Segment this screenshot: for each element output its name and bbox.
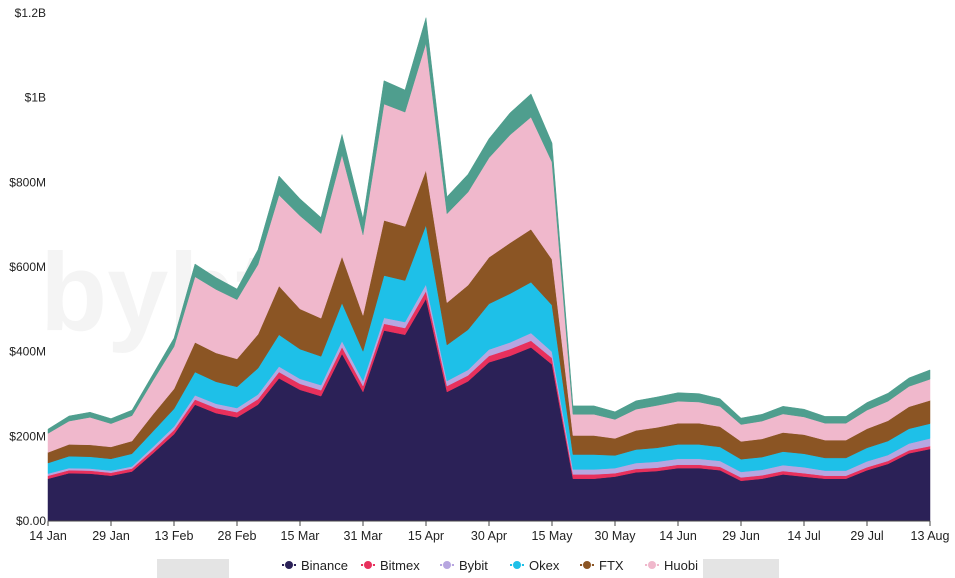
legend: Binance Bitmex Bybit Okex FTX Huobi xyxy=(0,555,955,575)
legend-label: Okex xyxy=(529,557,560,573)
x-tick-label: 14 Jun xyxy=(659,529,697,543)
y-tick-label: $0.00 xyxy=(16,514,46,528)
y-tick-label: $1B xyxy=(25,91,46,105)
x-tick-label: 30 May xyxy=(595,529,637,543)
x-tick-label: 28 Feb xyxy=(218,529,257,543)
x-tick-label: 30 Apr xyxy=(471,529,507,543)
legend-marker-icon xyxy=(645,561,659,569)
legend-marker-icon xyxy=(361,561,375,569)
x-tick-label: 29 Jul xyxy=(850,529,883,543)
legend-item-huobi[interactable]: Huobi xyxy=(645,555,698,575)
legend-label: Bitmex xyxy=(380,557,420,573)
x-tick-label: 13 Aug xyxy=(911,529,950,543)
x-tick-label: 13 Feb xyxy=(155,529,194,543)
y-tick-label: $200M xyxy=(9,429,46,443)
legend-marker-icon xyxy=(580,561,594,569)
legend-item-okex[interactable]: Okex xyxy=(510,555,559,575)
legend-item-bitmex[interactable]: Bitmex xyxy=(361,555,420,575)
legend-marker-icon xyxy=(510,561,524,569)
y-tick-label: $600M xyxy=(9,260,46,274)
legend-item-bybit[interactable]: Bybit xyxy=(440,555,488,575)
legend-item-ftx[interactable]: FTX xyxy=(580,555,624,575)
legend-label: Bybit xyxy=(459,557,488,573)
area-series-layer-6 xyxy=(47,17,931,434)
x-tick-label: 15 Mar xyxy=(281,529,320,543)
x-tick-label: 14 Jul xyxy=(787,529,820,543)
y-tick-label: $800M xyxy=(9,175,46,189)
y-axis: $0.00 $200M $400M $600M $800M $1B $1.2B xyxy=(9,6,46,528)
legend-scroll-left[interactable] xyxy=(157,559,229,578)
x-tick-label: 31 Mar xyxy=(344,529,383,543)
x-tick-label: 14 Jan xyxy=(29,529,67,543)
legend-label: FTX xyxy=(599,557,624,573)
x-tick-label: 15 May xyxy=(532,529,574,543)
legend-marker-icon xyxy=(282,561,296,569)
legend-marker-icon xyxy=(440,561,454,569)
x-axis: 14 Jan 29 Jan 13 Feb 28 Feb 15 Mar 31 Mar 15 A… xyxy=(29,521,950,543)
y-tick-label: $400M xyxy=(9,345,46,359)
x-tick-label: 29 Jun xyxy=(722,529,760,543)
x-tick-label: 15 Apr xyxy=(408,529,444,543)
y-tick-label: $1.2B xyxy=(15,6,46,20)
legend-item-binance[interactable]: Binance xyxy=(282,555,348,575)
stacked-area-chart: bybt.com $0.00$200M$400M$600M$800M$1B$1.… xyxy=(9,6,950,543)
legend-label: Binance xyxy=(301,557,348,573)
legend-scroll-right[interactable] xyxy=(703,559,779,578)
legend-label: Huobi xyxy=(664,557,698,573)
x-tick-label: 29 Jan xyxy=(92,529,130,543)
